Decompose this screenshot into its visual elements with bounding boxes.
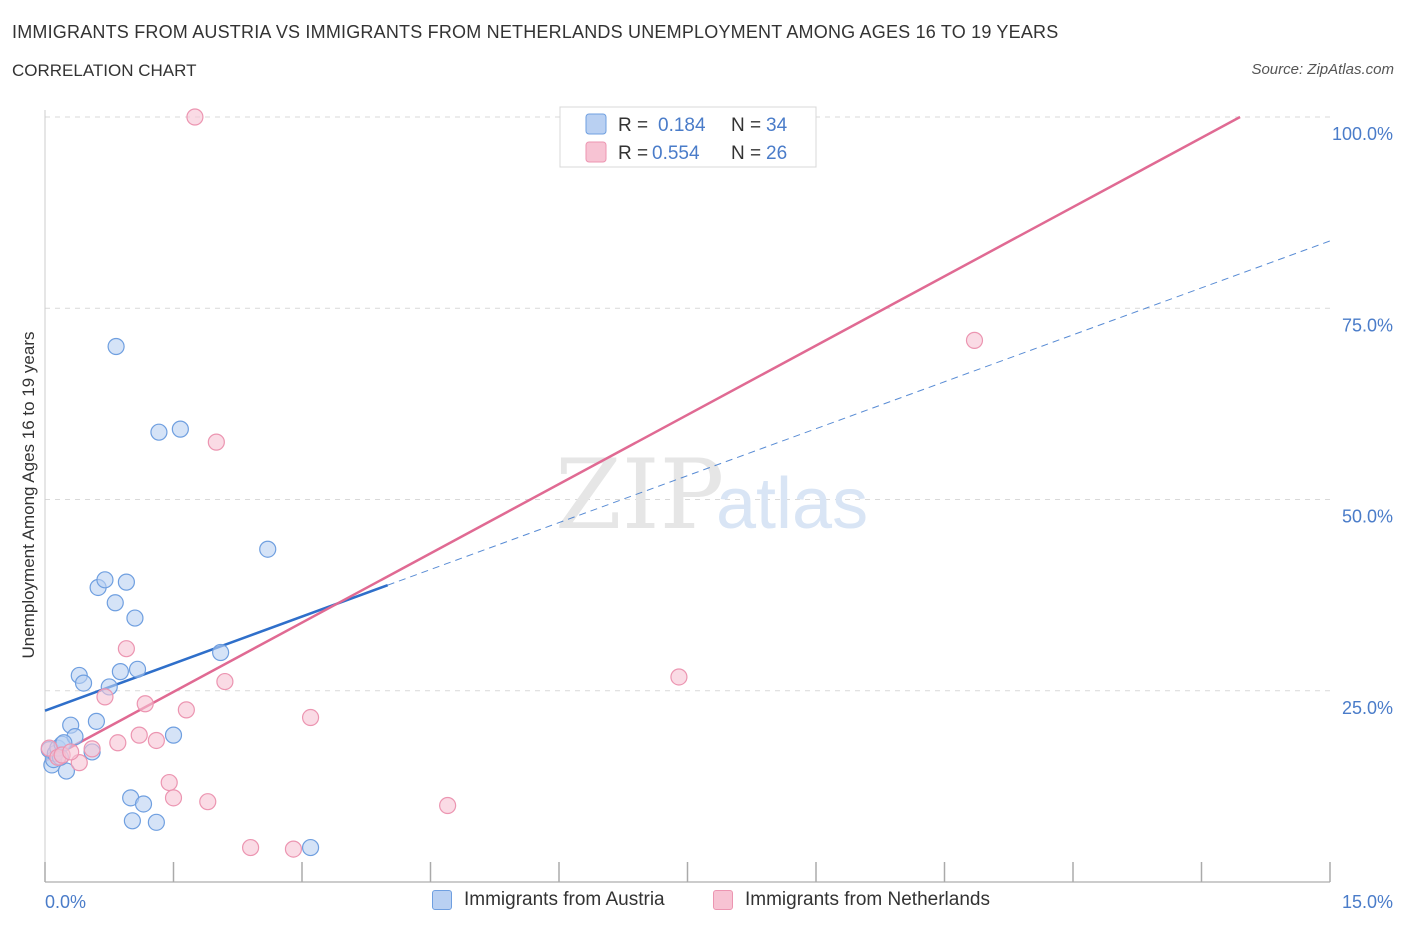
bottom-legend-swatch-austria bbox=[432, 890, 452, 910]
point-netherlands-23 bbox=[670, 668, 688, 686]
point-austria-21 bbox=[123, 812, 141, 830]
bottom-legend-swatch-netherlands bbox=[713, 890, 733, 910]
point-austria-18 bbox=[111, 663, 129, 681]
point-netherlands-14 bbox=[186, 108, 204, 126]
y-tick-label-3: 25.0% bbox=[1342, 698, 1393, 718]
point-netherlands-13 bbox=[177, 701, 195, 719]
point-netherlands-11 bbox=[160, 773, 178, 792]
bottom-legend-label-austria: Immigrants from Austria bbox=[464, 889, 665, 910]
bottom-legend-austria: Immigrants from Austria bbox=[432, 889, 665, 911]
trendline-netherlands bbox=[44, 115, 1241, 763]
watermark-zip: ZIP bbox=[555, 439, 724, 551]
point-netherlands-16 bbox=[207, 433, 225, 451]
point-austria-30 bbox=[259, 540, 277, 558]
point-netherlands-19 bbox=[284, 840, 303, 858]
point-netherlands-25 bbox=[62, 743, 80, 761]
point-austria-17 bbox=[107, 337, 125, 356]
legend-n-label-netherlands: N = bbox=[731, 143, 761, 164]
point-netherlands-4 bbox=[83, 740, 101, 758]
chart-title: IMMIGRANTS FROM AUSTRIA VS IMMIGRANTS FR… bbox=[12, 22, 1059, 42]
point-netherlands-6 bbox=[109, 734, 127, 752]
point-netherlands-15 bbox=[199, 793, 217, 811]
point-netherlands-9 bbox=[136, 695, 154, 713]
legend-swatch-netherlands bbox=[585, 141, 607, 163]
point-netherlands-10 bbox=[147, 731, 165, 750]
legend-swatch-austria bbox=[585, 113, 607, 135]
point-austria-28 bbox=[171, 420, 189, 438]
bottom-legend-netherlands: Immigrants from Netherlands bbox=[713, 889, 990, 911]
bottom-legend-label-netherlands: Immigrants from Netherlands bbox=[745, 889, 990, 910]
legend-n-value-netherlands: 26 bbox=[766, 143, 787, 164]
point-austria-16 bbox=[106, 594, 124, 612]
chart-subtitle: CORRELATION CHART bbox=[12, 61, 197, 80]
point-austria-25 bbox=[147, 813, 165, 831]
y-tick-label-0: 100.0% bbox=[1332, 124, 1393, 144]
point-netherlands-18 bbox=[242, 838, 260, 857]
point-netherlands-21 bbox=[439, 796, 457, 815]
legend-n-value-austria: 34 bbox=[766, 115, 788, 136]
legend-r-value-netherlands: 0.554 bbox=[652, 143, 700, 164]
x-tick-label-min: 0.0% bbox=[45, 892, 86, 912]
point-netherlands-12 bbox=[164, 789, 183, 807]
data-points bbox=[40, 106, 984, 858]
legend-r-label-austria: R = bbox=[618, 115, 648, 136]
legend-r-value-austria: 0.184 bbox=[658, 115, 706, 136]
legend-box: R = 0.184 N = 34 R = 0.554 N = 26 bbox=[559, 106, 817, 168]
point-netherlands-24 bbox=[965, 331, 984, 349]
point-austria-29 bbox=[212, 643, 230, 662]
point-netherlands-17 bbox=[216, 672, 234, 691]
x-ticks bbox=[44, 862, 1331, 882]
source-label: Source: ZipAtlas.com bbox=[1251, 61, 1394, 78]
watermark: ZIP atlas bbox=[555, 439, 868, 551]
point-netherlands-8 bbox=[130, 726, 148, 744]
watermark-atlas: atlas bbox=[716, 464, 868, 544]
legend-r-label-netherlands: R = bbox=[618, 143, 648, 164]
y-tick-label-1: 75.0% bbox=[1342, 315, 1393, 335]
point-austria-27 bbox=[164, 726, 183, 744]
point-netherlands-7 bbox=[117, 640, 135, 658]
legend-n-label-austria: N = bbox=[731, 115, 761, 136]
point-netherlands-5 bbox=[96, 688, 114, 706]
point-austria-22 bbox=[126, 609, 144, 627]
y-axis-label: Unemployment Among Ages 16 to 19 years bbox=[19, 332, 38, 659]
point-austria-24 bbox=[134, 795, 153, 813]
x-tick-label-max: 15.0% bbox=[1342, 892, 1393, 912]
y-tick-labels: 100.0% 75.0% 50.0% 25.0% bbox=[1332, 124, 1393, 718]
point-austria-31 bbox=[301, 838, 320, 857]
point-netherlands-20 bbox=[301, 708, 320, 727]
point-austria-14 bbox=[96, 571, 114, 589]
point-austria-19 bbox=[117, 573, 135, 591]
y-tick-label-2: 50.0% bbox=[1342, 507, 1393, 527]
point-austria-12 bbox=[87, 712, 106, 730]
point-austria-26 bbox=[150, 423, 168, 441]
point-austria-10 bbox=[74, 674, 93, 692]
gridlines bbox=[45, 116, 1330, 692]
point-austria-23 bbox=[128, 660, 147, 678]
